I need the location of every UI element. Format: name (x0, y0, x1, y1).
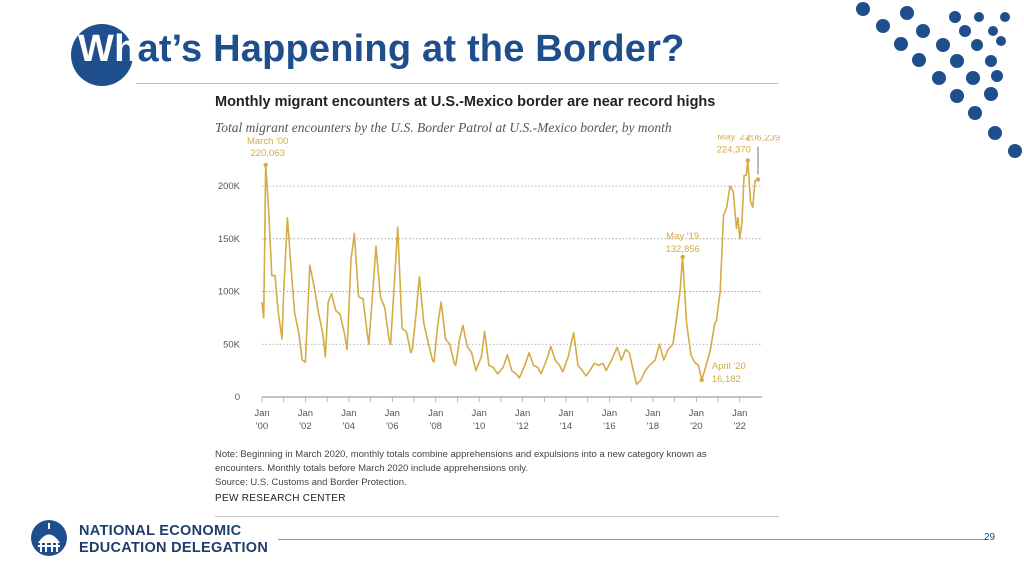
x-tick-year-label: '18 (647, 421, 659, 432)
x-tick-year-label: '10 (473, 421, 485, 432)
slide-title: What’s Happening at the Border? (78, 28, 685, 71)
x-tick-label: Jan (689, 408, 704, 419)
chart-gridlines (262, 185, 762, 345)
annotation-point (680, 254, 685, 260)
chart-notes: Note: Beginning in March 2020, monthly t… (215, 448, 707, 490)
y-tick-label: 0 (235, 392, 240, 403)
x-tick-label: Jan (471, 408, 486, 419)
x-tick-label: Jan (645, 408, 660, 419)
x-tick-year-label: '06 (386, 421, 398, 432)
annotation-value: 206,239 (746, 135, 780, 144)
x-tick-year-label: '02 (299, 421, 311, 432)
annotation-value: 16,182 (712, 374, 741, 385)
chart-note-line-1: Note: Beginning in March 2020, monthly t… (215, 449, 707, 460)
x-tick-year-label: '12 (516, 421, 528, 432)
annotation-value: 224,370 (717, 144, 751, 155)
chart-series (261, 159, 759, 386)
annotation-label: May '22 (717, 135, 750, 142)
decorative-dot-pattern-icon (856, 2, 1022, 158)
x-tick-year-label: '22 (734, 421, 746, 432)
org-name-line-2: EDUCATION DELEGATION (79, 540, 269, 556)
encounters-line-chart: 0 50K 100K 150K 200K Jan '00 Jan '02 Jan '04 Jan '06… (218, 135, 780, 432)
annotation-point (755, 177, 761, 182)
annotation-label: March '00 (247, 136, 288, 147)
footer-divider (278, 539, 988, 540)
y-tick-label: 50K (223, 339, 241, 350)
slide-title-first-letters: Wh (78, 28, 138, 70)
x-tick-label: Jan (385, 408, 400, 419)
chart-source: Source: U.S. Customs and Border Protecti… (215, 477, 407, 488)
y-tick-label: 200K (218, 181, 241, 192)
x-tick-year-label: '14 (560, 421, 572, 432)
page-number: 29 (984, 532, 996, 543)
y-tick-label: 100K (218, 287, 241, 298)
annotation-value: 132,856 (665, 244, 699, 255)
chart-title: Monthly migrant encounters at U.S.-Mexic… (215, 94, 716, 110)
x-tick-label: Jan (732, 408, 747, 419)
x-tick-label: Jan (254, 408, 269, 419)
x-tick-year-label: '00 (256, 421, 268, 432)
org-name: NATIONAL ECONOMIC EDUCATION DELEGATION (79, 523, 268, 557)
title-divider (136, 83, 778, 84)
capitol-dome-logo-icon (31, 520, 67, 556)
x-tick-year-label: '08 (430, 421, 442, 432)
annotation-point (263, 162, 268, 168)
x-tick-year-label: '16 (603, 421, 615, 432)
x-tick-label: Jan (298, 408, 313, 419)
chart-note-line-2: encounters. Monthly totals before March … (215, 463, 528, 474)
title-accent-circle (71, 24, 133, 86)
y-tick-label: 150K (218, 234, 241, 245)
annotation-point (699, 377, 704, 383)
annotation-label: April '20 (712, 361, 746, 372)
chart-axes: 0 50K 100K 150K 200K Jan '00 Jan '02 Jan '04 Jan '06… (218, 181, 762, 432)
annotation-label: May '19 (666, 231, 699, 242)
chart-subtitle: Total migrant encounters by the U.S. Bor… (215, 120, 672, 135)
x-tick-label: Jan (428, 408, 443, 419)
x-tick-label: Jan (558, 408, 573, 419)
x-tick-label: Jan (602, 408, 617, 419)
x-tick-year-label: '20 (690, 421, 702, 432)
x-tick-year-label: '04 (343, 421, 355, 432)
annotation-point (745, 158, 750, 163)
slide-title-rest: at’s Happening at the Border? (137, 28, 685, 70)
x-tick-label: Jan (515, 408, 530, 419)
chart-bottom-divider (215, 516, 779, 517)
chart-source-org: PEW RESEARCH CENTER (215, 493, 346, 504)
annotation-value: 220,063 (251, 148, 285, 159)
org-name-line-1: NATIONAL ECONOMIC (79, 523, 242, 539)
x-tick-label: Jan (341, 408, 356, 419)
series-line (261, 159, 759, 386)
